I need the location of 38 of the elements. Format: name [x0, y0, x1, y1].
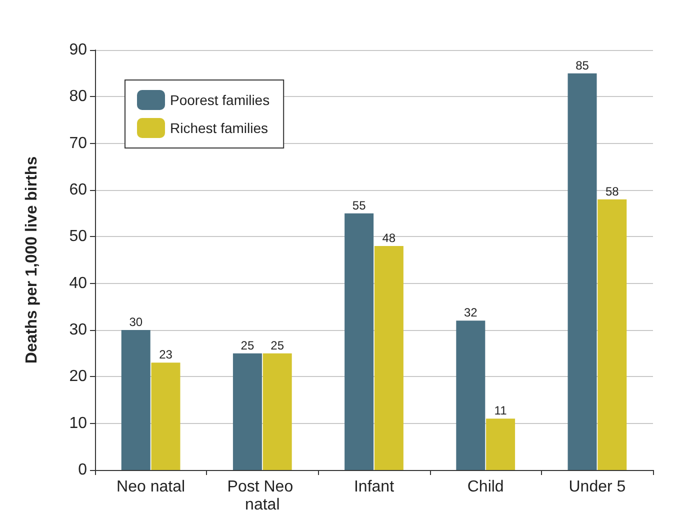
data-label: 25 [270, 338, 284, 352]
data-label: 32 [464, 306, 478, 320]
y-axis-title: Deaths per 1,000 live births [24, 156, 40, 364]
y-tick-label: 50 [69, 228, 88, 246]
y-tick-label: 60 [69, 182, 88, 198]
y-tick-label: 30 [69, 322, 88, 338]
data-label: 30 [129, 315, 143, 329]
y-tick-label: 10 [69, 414, 88, 432]
bar [344, 213, 374, 470]
bar [374, 246, 404, 470]
data-label: 23 [159, 348, 173, 362]
bar [151, 362, 180, 470]
data-label: 25 [240, 338, 254, 352]
bar [232, 353, 262, 470]
data-label: 11 [494, 404, 508, 418]
x-tick-label: Post Neo natal [227, 478, 298, 514]
data-label: 85 [576, 58, 590, 72]
y-tick-label: 80 [69, 88, 88, 106]
legend-label: Poorest families [170, 92, 270, 108]
x-tick-label: Neo natal [116, 478, 186, 496]
bar [262, 353, 292, 470]
y-tick-label: 90 [69, 42, 88, 58]
x-tick-label: Child [467, 478, 504, 496]
data-label: 48 [382, 231, 396, 245]
bar [456, 320, 486, 470]
bar [121, 330, 150, 470]
x-tick-label: Infant [354, 478, 395, 496]
y-tick-label: 70 [69, 134, 88, 152]
bar [568, 73, 597, 470]
y-tick-label: 40 [69, 274, 88, 292]
bar [598, 199, 627, 470]
legend-label: Richest families [170, 120, 268, 136]
y-tick-label: 0 [78, 462, 88, 478]
data-label: 58 [605, 184, 620, 198]
bar [486, 418, 516, 470]
x-tick-label: Under 5 [568, 478, 626, 496]
y-tick-label: 20 [69, 368, 88, 386]
data-label: 55 [352, 198, 366, 212]
